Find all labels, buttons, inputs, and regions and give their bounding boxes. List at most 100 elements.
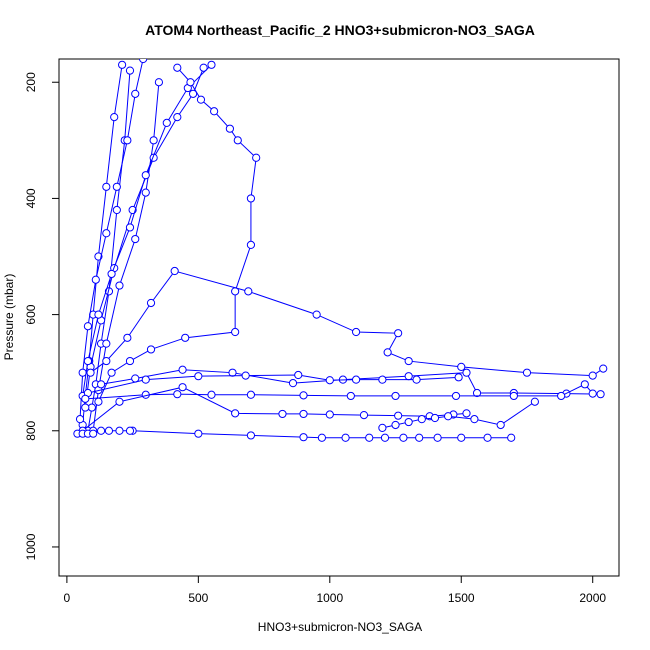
point-12-12	[483, 433, 492, 442]
point-12-2	[246, 431, 256, 440]
point-11-3	[231, 409, 240, 418]
point-8-6	[404, 372, 413, 381]
point-8-3	[228, 368, 237, 377]
point-12-9	[415, 433, 424, 442]
point-14-7	[496, 420, 505, 430]
x-tick-label-4: 2000	[579, 591, 606, 605]
point-12-7	[380, 433, 390, 442]
point-6-3	[146, 345, 156, 354]
point-1-6	[110, 112, 119, 122]
point-14-0	[378, 423, 387, 432]
point-7-11	[457, 362, 466, 371]
point-13-3	[89, 429, 98, 438]
point-12-8	[399, 433, 408, 442]
point-2-4	[131, 234, 140, 244]
point-11-6	[325, 410, 334, 419]
point-10-7	[391, 391, 400, 401]
point-10-4	[246, 390, 256, 399]
series-6	[94, 63, 261, 406]
point-7-4	[170, 266, 179, 276]
point-5-6	[162, 118, 171, 127]
x-tick-label-1: 500	[188, 591, 208, 605]
series-11	[78, 383, 471, 435]
y-tick-label-1: 400	[24, 188, 38, 208]
point-7-7	[351, 327, 361, 337]
point-12-13	[507, 433, 516, 442]
point-6-11	[225, 124, 234, 133]
point-9-6	[351, 375, 361, 384]
point-7-3	[146, 298, 156, 308]
x-tick-label-2: 1000	[316, 591, 343, 605]
point-10-10	[557, 391, 566, 401]
series-line-0	[87, 70, 131, 431]
y-tick-label-0: 200	[24, 72, 38, 92]
series-layer	[73, 59, 608, 442]
point-8-0	[96, 380, 106, 389]
point-3-6	[123, 136, 132, 145]
point-7-12	[522, 368, 532, 377]
point-3-1	[78, 368, 87, 377]
point-7-9	[383, 348, 392, 357]
point-7-10	[404, 356, 413, 366]
point-3-8	[139, 59, 148, 64]
point-9-2	[194, 372, 203, 381]
point-0-7	[125, 66, 135, 75]
point-14-8	[530, 397, 539, 406]
series-10	[81, 380, 597, 403]
point-11-1	[115, 397, 124, 406]
point-3-7	[131, 89, 140, 98]
point-12-11	[457, 433, 466, 442]
point-6-8	[246, 194, 256, 203]
series-5	[78, 60, 216, 401]
point-9-4	[294, 370, 303, 380]
point-5-8	[207, 60, 216, 69]
point-1-7	[117, 60, 127, 69]
point-8-7	[462, 368, 471, 377]
point-12-5	[341, 433, 350, 442]
point-2-6	[149, 136, 158, 145]
point-9-3	[241, 371, 250, 380]
point-9-1	[141, 375, 150, 384]
point-6-9	[252, 153, 261, 162]
point-10-6	[346, 391, 355, 401]
point-2-5	[141, 188, 150, 197]
point-11-5	[299, 409, 308, 419]
point-14-3	[417, 415, 426, 424]
plot-frame	[58, 58, 620, 577]
point-2-2	[102, 339, 111, 348]
y-axis: 200 400 600 800 1000	[24, 72, 59, 560]
x-axis: 0 500 1000 1500 2000	[64, 576, 606, 605]
series-12	[128, 426, 516, 442]
point-12-6	[365, 433, 374, 442]
point-9-7	[378, 375, 387, 384]
point-7-1	[102, 356, 111, 366]
point-6-4	[181, 333, 190, 342]
point-11-11	[462, 409, 471, 418]
x-tick-label-3: 1500	[448, 591, 475, 605]
point-10-11	[580, 380, 589, 389]
point-4-8	[199, 63, 208, 72]
series-line-7	[90, 270, 604, 377]
point-11-8	[394, 411, 403, 420]
point-7-5	[244, 287, 253, 296]
point-5-1	[83, 356, 93, 366]
x-tick-label-0: 0	[64, 591, 71, 605]
point-6-15	[173, 63, 182, 72]
point-6-13	[196, 95, 206, 104]
point-14-1	[391, 420, 400, 430]
point-4-0	[81, 403, 90, 412]
series-9	[83, 370, 463, 398]
point-9-8	[412, 375, 421, 384]
point-12-3	[299, 433, 308, 442]
point-5-3	[107, 269, 116, 279]
point-6-10	[233, 136, 242, 145]
series-13	[73, 426, 135, 438]
point-10-3	[207, 390, 216, 399]
point-9-9	[454, 373, 463, 382]
x-axis-label: HNO3+submicron-NO3_SAGA	[258, 620, 422, 634]
series-line-4	[84, 67, 205, 408]
point-13-5	[104, 426, 114, 435]
point-11-2	[178, 383, 187, 392]
point-12-10	[433, 433, 442, 442]
